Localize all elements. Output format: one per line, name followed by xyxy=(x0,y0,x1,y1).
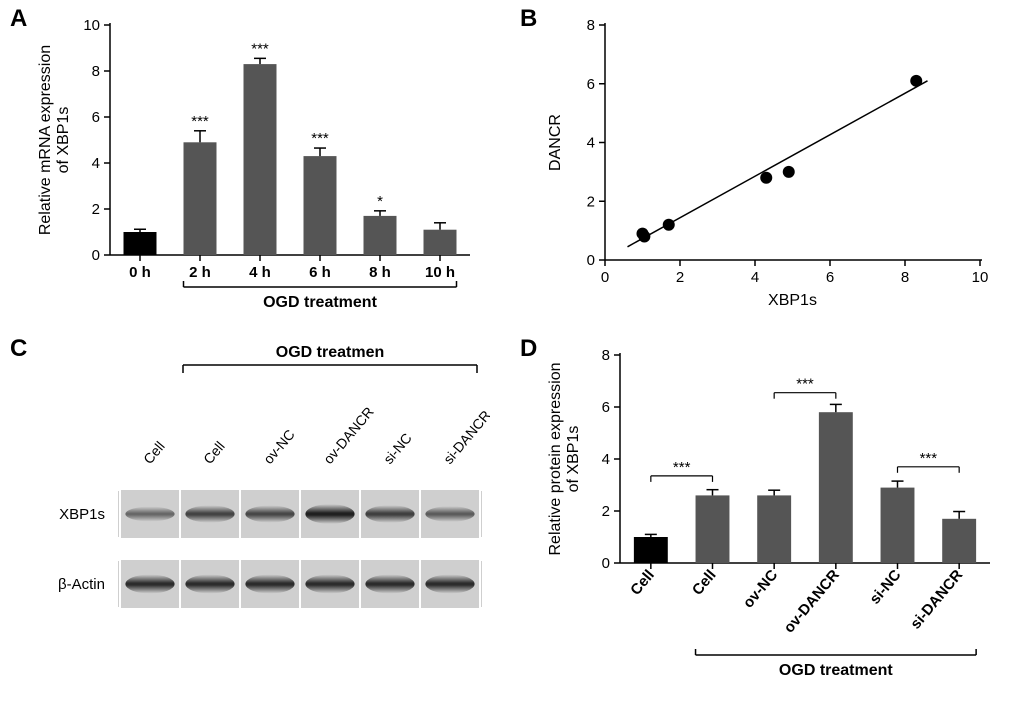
panel-c-blot: OGD treatmen Cell Cell ov-NC ov-DANCRsi-NC si… xyxy=(10,335,490,695)
svg-text:XBP1s: XBP1s xyxy=(59,506,105,523)
svg-text:2 h: 2 h xyxy=(189,264,211,281)
panel-d-chart: 0 2 4 6 8 Cell Cell ov-NCov-DANCR si-NCsi-DANCR *… xyxy=(520,335,1010,695)
svg-text:4: 4 xyxy=(751,269,759,286)
panel-d-label: D xyxy=(520,335,537,363)
svg-text:ov-DANCR: ov-DANCR xyxy=(320,404,377,467)
svg-text:8: 8 xyxy=(587,17,595,34)
svg-text:2: 2 xyxy=(587,193,595,210)
svg-text:si-DANCR: si-DANCR xyxy=(907,567,966,633)
svg-text:Cell: Cell xyxy=(627,567,658,599)
svg-text:0 h: 0 h xyxy=(129,264,151,281)
svg-text:8: 8 xyxy=(901,269,909,286)
figure: A 0 2 4 6 8 10 0 h 2 h *** 4 h *** 6 h *** 8 h * 10 h Re… xyxy=(0,0,1020,705)
svg-text:2: 2 xyxy=(92,201,100,218)
panel-b: B 0 2 4 6 8 0 2 4 6 8 10 XBP1s DANCR xyxy=(520,5,1010,325)
svg-text:2: 2 xyxy=(676,269,684,286)
svg-text:8: 8 xyxy=(92,63,100,80)
panel-c-label: C xyxy=(10,335,27,363)
panel-d: D 0 2 4 6 8 Cell Cell ov-NCov-DANCR si-NCsi-DANC… xyxy=(520,335,1010,695)
panel-a: A 0 2 4 6 8 10 0 h 2 h *** 4 h *** 6 h *** 8 h * 10 h Re… xyxy=(10,5,490,325)
svg-text:OGD treatment: OGD treatment xyxy=(779,662,893,679)
svg-text:6: 6 xyxy=(826,269,834,286)
panel-b-label: B xyxy=(520,5,537,33)
svg-text:***: *** xyxy=(251,40,269,57)
svg-text:***: *** xyxy=(191,113,209,130)
svg-text:β-Actin: β-Actin xyxy=(58,576,105,593)
svg-text:6: 6 xyxy=(587,76,595,93)
svg-text:4: 4 xyxy=(587,135,595,152)
svg-text:6 h: 6 h xyxy=(309,264,331,281)
panel-a-label: A xyxy=(10,5,27,33)
svg-text:si-NC: si-NC xyxy=(380,430,415,467)
svg-text:XBP1s: XBP1s xyxy=(768,292,817,309)
svg-text:***: *** xyxy=(311,130,329,147)
svg-text:4: 4 xyxy=(602,451,610,468)
svg-text:Cell: Cell xyxy=(140,438,168,467)
svg-text:10: 10 xyxy=(972,269,989,286)
svg-text:0: 0 xyxy=(602,555,610,572)
svg-text:6: 6 xyxy=(92,109,100,126)
svg-text:*: * xyxy=(377,193,383,210)
svg-text:8 h: 8 h xyxy=(369,264,391,281)
svg-text:***: *** xyxy=(796,376,814,393)
svg-text:***: *** xyxy=(673,459,691,476)
svg-text:0: 0 xyxy=(92,247,100,264)
svg-text:OGD treatment: OGD treatment xyxy=(263,294,377,311)
svg-text:Cell: Cell xyxy=(200,438,228,467)
svg-text:0: 0 xyxy=(601,269,609,286)
svg-text:si-DANCR: si-DANCR xyxy=(440,407,490,467)
svg-text:0: 0 xyxy=(587,252,595,269)
panel-b-chart: 0 2 4 6 8 0 2 4 6 8 10 XBP1s DANCR xyxy=(520,5,1010,325)
svg-text:4: 4 xyxy=(92,155,100,172)
svg-text:10: 10 xyxy=(83,17,100,34)
svg-text:OGD treatmen: OGD treatmen xyxy=(276,344,384,361)
svg-text:4 h: 4 h xyxy=(249,264,271,281)
svg-text:Relative protein expressionof: Relative protein expressionof XBP1s xyxy=(547,363,582,556)
svg-text:10 h: 10 h xyxy=(425,264,455,281)
svg-text:si-NC: si-NC xyxy=(866,567,904,608)
svg-text:***: *** xyxy=(920,450,938,467)
svg-text:ov-NC: ov-NC xyxy=(260,426,298,467)
svg-text:Cell: Cell xyxy=(689,567,720,599)
svg-text:8: 8 xyxy=(602,347,610,364)
svg-text:ov-DANCR: ov-DANCR xyxy=(781,567,843,637)
svg-text:2: 2 xyxy=(602,503,610,520)
panel-a-chart: 0 2 4 6 8 10 0 h 2 h *** 4 h *** 6 h *** 8 h * 10 h Rela… xyxy=(10,5,490,325)
svg-text:ov-NC: ov-NC xyxy=(740,567,782,612)
svg-text:DANCR: DANCR xyxy=(547,114,564,171)
svg-text:Relative mRNA expressionof XBP: Relative mRNA expressionof XBP1s xyxy=(37,45,72,235)
panel-c: C OGD treatmen Cell Cell ov-NC ov-DANCRsi-NC… xyxy=(10,335,490,695)
svg-text:6: 6 xyxy=(602,399,610,416)
